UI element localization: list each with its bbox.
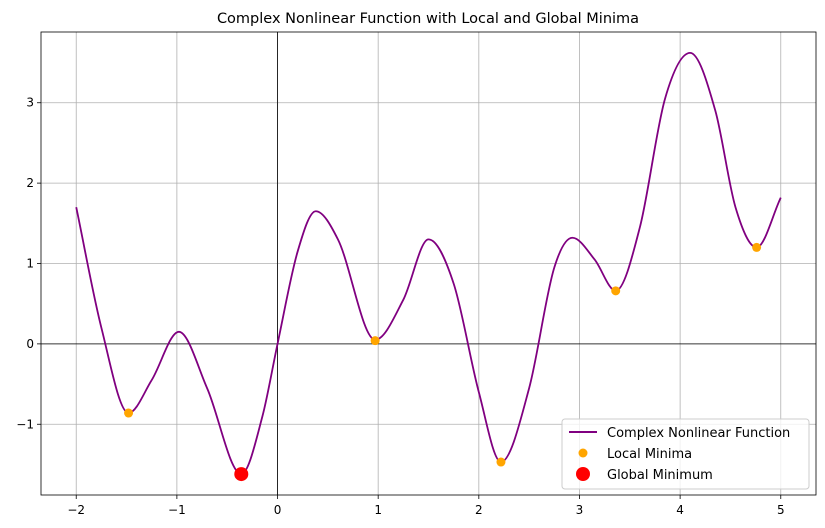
y-tick-label: 1 <box>26 257 34 271</box>
local-minimum-point <box>370 336 380 346</box>
legend-label-function: Complex Nonlinear Function <box>607 426 790 441</box>
x-tick-label: 0 <box>274 503 282 517</box>
legend-frame <box>561 418 810 490</box>
x-tick-label: −1 <box>168 503 186 517</box>
axis-ticks: −2 −1 0 1 2 3 4 5 −1 0 1 2 3 <box>16 96 784 517</box>
x-tick-label: 1 <box>374 503 382 517</box>
global-minimum-point <box>234 467 249 482</box>
y-tick-label: 3 <box>26 96 34 110</box>
x-tick-label: −2 <box>67 503 85 517</box>
x-tick-label: 4 <box>676 503 684 517</box>
legend: Complex Nonlinear Function Local Minima … <box>561 418 810 490</box>
function-curve <box>75 52 782 475</box>
y-tick-label: −1 <box>16 417 34 431</box>
local-minimum-point <box>124 408 134 418</box>
x-tick-label: 3 <box>576 503 584 517</box>
chart-title: Complex Nonlinear Function with Local an… <box>217 11 639 27</box>
local-minimum-point <box>611 286 621 296</box>
reference-lines <box>41 32 816 495</box>
local-minimum-point <box>496 457 506 467</box>
legend-label-local-minima: Local Minima <box>607 447 692 462</box>
legend-label-global-minimum: Global Minimum <box>607 468 713 483</box>
x-tick-label: 2 <box>475 503 483 517</box>
legend-global-minimum-marker <box>576 467 590 481</box>
y-tick-label: 0 <box>26 337 34 351</box>
legend-local-minima-marker <box>578 448 588 458</box>
x-tick-label: 5 <box>777 503 785 517</box>
y-tick-label: 2 <box>26 176 34 190</box>
plot-series <box>75 52 782 482</box>
local-minimum-point <box>752 242 762 252</box>
